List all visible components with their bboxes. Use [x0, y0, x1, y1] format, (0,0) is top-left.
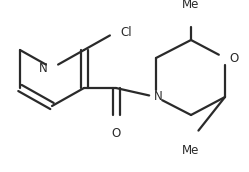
Text: O: O	[111, 127, 121, 140]
Text: Me: Me	[182, 144, 200, 157]
Text: O: O	[229, 51, 238, 64]
Text: Me: Me	[182, 0, 200, 11]
Text: N: N	[154, 90, 163, 104]
Text: Cl: Cl	[120, 25, 132, 39]
Text: N: N	[39, 62, 48, 74]
